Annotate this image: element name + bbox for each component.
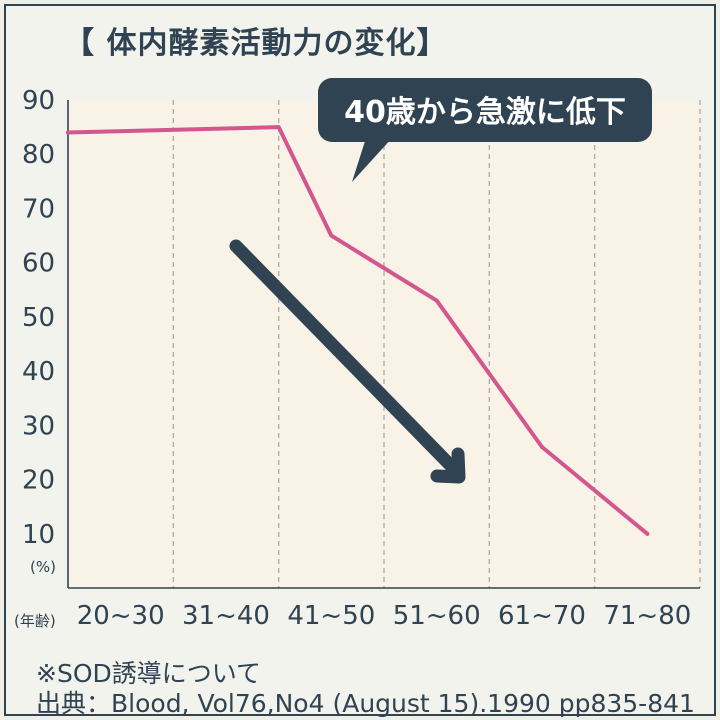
y-tick-label: 50 <box>22 303 55 333</box>
x-tick-label: 61~70 <box>498 601 586 631</box>
y-tick-label: 30 <box>22 411 55 441</box>
x-tick-label: 51~60 <box>393 601 481 631</box>
x-unit-label: (年齢) <box>14 612 56 630</box>
trend-arrow-shaft <box>229 239 462 477</box>
y-unit-label: (%) <box>30 558 56 576</box>
data-point <box>276 125 281 130</box>
chart-title: 【 体内酵素活動力の変化】 <box>64 26 448 61</box>
callout-bubble <box>318 78 652 142</box>
footnote-sod: ※SOD誘導について <box>36 659 261 688</box>
y-tick-label: 20 <box>22 466 55 496</box>
y-tick-label: 90 <box>22 86 55 116</box>
callout: 40歳から急激に低下 <box>318 78 652 182</box>
grid <box>172 100 701 588</box>
y-tick-label: 60 <box>22 249 55 279</box>
trend-arrow <box>229 239 466 484</box>
tick-labels: 10 20 30 40 50 60 70 80 90 (%) (年齢) 20~30 31~40 41~50… <box>14 86 691 631</box>
axes <box>67 100 700 589</box>
x-tick-label: 20~30 <box>77 601 165 631</box>
x-tick-label: 31~40 <box>182 601 270 631</box>
data-point <box>434 298 439 303</box>
y-tick-label: 70 <box>22 194 55 224</box>
footnote-source: 出典：Blood, Vol76,No4 (August 15).1990 pp8… <box>36 689 695 718</box>
data-point <box>66 130 70 135</box>
y-tick-label: 10 <box>22 520 55 550</box>
y-tick-label: 80 <box>22 140 55 170</box>
callout-pointer <box>352 138 392 182</box>
data-point <box>540 445 544 450</box>
x-tick-label: 71~80 <box>603 601 691 631</box>
trend-arrow-head <box>430 447 466 484</box>
callout-text: 40歳から急激に低下 <box>344 95 626 130</box>
data-point <box>329 233 334 238</box>
series <box>66 125 650 536</box>
x-tick-label: 41~50 <box>287 601 375 631</box>
series-line <box>66 125 650 536</box>
data-point <box>645 531 650 536</box>
y-tick-label: 40 <box>22 357 55 387</box>
